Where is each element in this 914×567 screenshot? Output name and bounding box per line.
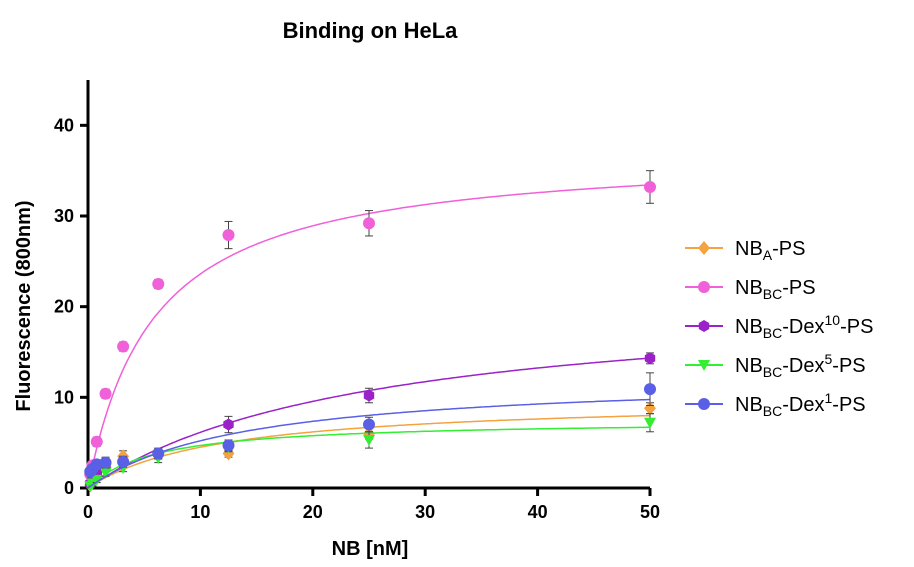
legend-label-subscript: BC [763,364,782,380]
x-tick-label: 20 [303,502,323,522]
y-tick-label: 30 [54,206,74,226]
legend-label-base: NB [735,238,763,260]
legend-entry: NBBC-Dex10-PS [685,312,873,341]
legend-label-base: NB [735,316,763,338]
data-point [363,434,375,446]
legend: NBA-PSNBBC-PSNBBC-Dex10-PSNBBC-Dex5-PSNB… [685,238,873,419]
data-point [644,352,656,365]
legend-label-superscript: 10 [824,312,840,328]
y-tick-label: 20 [54,297,74,317]
x-tick-label: 50 [640,502,660,522]
data-point [644,417,656,429]
legend-entry: NBBC-PS [685,277,816,302]
legend-label-rest: -PS [782,277,815,299]
legend-label-rest: -Dex [782,355,824,377]
data-point [99,467,112,479]
data-point [363,418,375,431]
data-point [222,229,235,242]
data-point [99,387,112,400]
legend-label: NBBC-Dex10-PS [735,312,873,341]
legend-marker [698,320,710,332]
legend-entry: NBBC-Dex1-PS [685,390,866,419]
legend-label-base: NB [735,277,763,299]
legend-label-tail: -PS [840,316,873,338]
legend-marker [698,398,710,410]
legend-label: NBA-PS [735,238,805,263]
legend-label: NBBC-PS [735,277,816,302]
chart-title: Binding on HeLa [283,18,459,43]
data-point [99,456,112,469]
legend-label-tail: -PS [832,355,865,377]
legend-marker [698,241,710,255]
data-point [222,439,235,452]
axes: 0 10 20 30 40 0 10 20 30 40 50 [54,80,660,522]
data-point [117,340,130,353]
data-point [644,383,656,396]
legend-label: NBBC-Dex5-PS [735,351,866,380]
legend-label-rest: -PS [772,238,805,260]
x-tick-label: 10 [190,502,210,522]
legend-label-base: NB [735,355,763,377]
x-tick-label: 30 [415,502,435,522]
legend-marker [698,281,710,293]
legend-label-subscript: BC [763,286,782,302]
legend-label-subscript: A [763,247,773,263]
data-point [644,180,656,193]
data-point [152,278,165,290]
legend-entry: NBBC-Dex5-PS [685,351,866,380]
fit-curve [87,398,651,489]
data-point [644,401,656,416]
series-group [84,372,656,489]
legend-label-rest: -Dex [782,394,824,416]
legend-label-subscript: BC [763,325,782,341]
x-tick-label: 40 [528,502,548,522]
x-tick-label: 0 [83,502,93,522]
y-axis-label: Fluorescence (800nm) [13,200,35,411]
legend-label-base: NB [735,394,763,416]
data-point [90,435,103,448]
legend-marker [698,360,710,371]
data-point [117,455,130,468]
y-tick-label: 0 [64,478,74,498]
y-tick-label: 10 [54,387,74,407]
data-point [363,389,375,402]
x-axis-label: NB [nM] [332,538,409,560]
y-tick-label: 40 [54,115,74,135]
plot-area [84,170,656,493]
legend-label-subscript: BC [763,403,782,419]
legend-label-superscript: 1 [824,390,832,406]
legend-label-tail: -PS [832,394,865,416]
legend-entry: NBA-PS [685,238,805,263]
legend-label-rest: -Dex [782,316,824,338]
legend-label-superscript: 5 [824,351,832,367]
data-point [90,474,103,486]
legend-label: NBBC-Dex1-PS [735,390,866,419]
data-point [223,418,234,431]
data-point [152,447,165,460]
data-point [363,217,375,230]
